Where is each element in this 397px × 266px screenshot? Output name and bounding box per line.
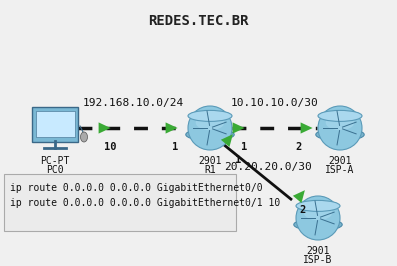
Ellipse shape (316, 128, 364, 141)
Ellipse shape (196, 115, 224, 130)
Ellipse shape (294, 219, 342, 231)
Text: ISP-B: ISP-B (303, 255, 333, 265)
Text: 1: 1 (172, 142, 178, 152)
Circle shape (188, 106, 232, 150)
Ellipse shape (326, 115, 354, 130)
FancyBboxPatch shape (32, 107, 78, 142)
Ellipse shape (318, 110, 362, 121)
Text: 2901: 2901 (198, 156, 222, 166)
Text: 1: 1 (235, 155, 241, 165)
Circle shape (296, 196, 340, 240)
Polygon shape (166, 122, 177, 134)
Polygon shape (221, 134, 233, 147)
Text: 20.20.20.0/30: 20.20.20.0/30 (224, 162, 312, 172)
Polygon shape (233, 122, 245, 134)
Ellipse shape (186, 128, 234, 141)
Text: 10.10.10.0/30: 10.10.10.0/30 (231, 98, 319, 108)
Text: REDES.TEC.BR: REDES.TEC.BR (148, 14, 249, 28)
Polygon shape (293, 190, 305, 203)
Text: ISP-A: ISP-A (325, 165, 355, 175)
Polygon shape (301, 122, 312, 134)
Text: 10: 10 (104, 142, 116, 152)
Polygon shape (98, 122, 111, 134)
Circle shape (318, 106, 362, 150)
Text: 1: 1 (241, 142, 247, 152)
FancyBboxPatch shape (35, 111, 75, 137)
Text: 2: 2 (299, 205, 305, 215)
Text: 2901: 2901 (328, 156, 352, 166)
Text: PC-PT: PC-PT (40, 156, 70, 166)
Text: ip route 0.0.0.0 0.0.0.0 GigabitEthernet0/0
ip route 0.0.0.0 0.0.0.0 GigabitEthe: ip route 0.0.0.0 0.0.0.0 GigabitEthernet… (10, 183, 280, 208)
Text: PC0: PC0 (46, 165, 64, 175)
Ellipse shape (296, 200, 340, 211)
Text: 192.168.10.0/24: 192.168.10.0/24 (82, 98, 184, 108)
FancyBboxPatch shape (4, 174, 236, 231)
Text: 2901: 2901 (306, 246, 330, 256)
Ellipse shape (304, 205, 332, 220)
Text: 2: 2 (296, 142, 302, 152)
Ellipse shape (81, 132, 87, 142)
Text: R1: R1 (204, 165, 216, 175)
Ellipse shape (188, 110, 232, 121)
